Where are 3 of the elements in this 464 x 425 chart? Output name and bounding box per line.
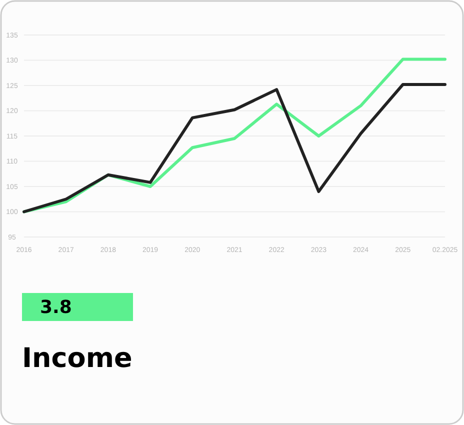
text: Income <box>22 343 132 374</box>
text: 3.8 <box>40 297 72 318</box>
line-series <box>22 82 446 214</box>
